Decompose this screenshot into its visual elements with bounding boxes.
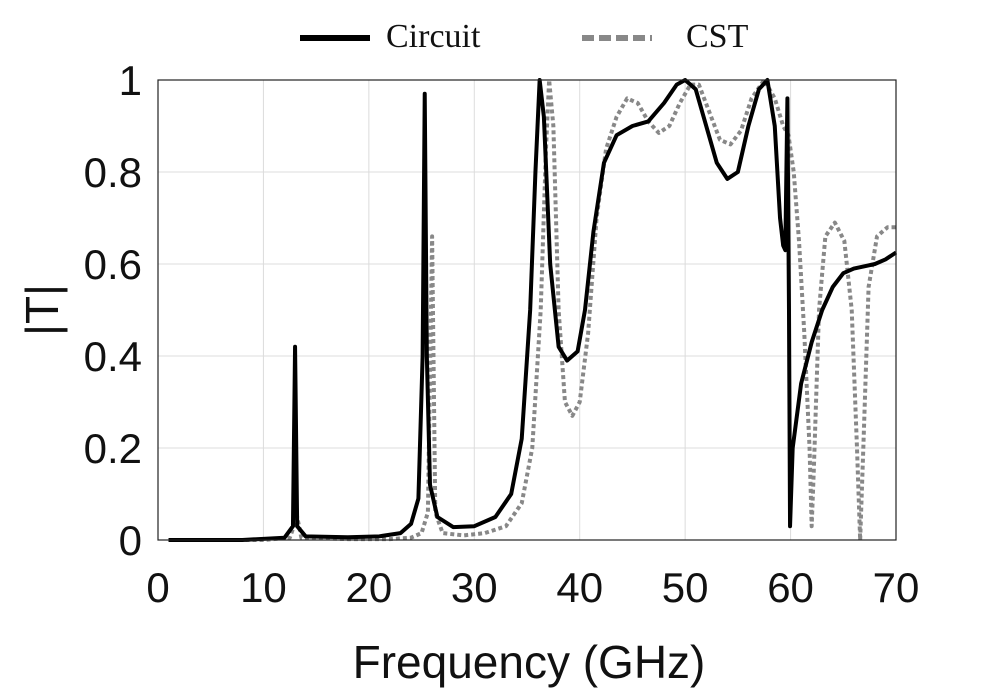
- x-tick-label: 50: [662, 564, 709, 611]
- x-tick-label: 0: [146, 564, 169, 611]
- y-tick-label: 0.2: [84, 425, 142, 472]
- legend-label-circuit: Circuit: [386, 18, 481, 55]
- x-tick-label: 30: [451, 564, 498, 611]
- y-axis-title: |T|: [16, 284, 68, 336]
- series-layer: [168, 78, 898, 542]
- y-tick-labels: 0 0.2 0.4 0.6 0.8 1: [84, 57, 142, 564]
- x-tick-label: 20: [345, 564, 392, 611]
- x-tick-label: 70: [873, 564, 920, 611]
- x-tick-label: 60: [767, 564, 814, 611]
- x-tick-label: 10: [240, 564, 287, 611]
- y-tick-label: 0.4: [84, 333, 142, 380]
- series-line-circuit: [168, 78, 898, 542]
- y-tick-label: 0.6: [84, 241, 142, 288]
- x-axis-title: Frequency (GHz): [353, 636, 706, 688]
- x-tick-labels: 0 10 20 30 40 50 60 70: [146, 564, 919, 611]
- legend-label-cst: CST: [686, 18, 749, 55]
- y-tick-label: 1: [119, 57, 142, 104]
- x-tick-label: 40: [556, 564, 603, 611]
- legend: Circuit CST: [300, 18, 749, 55]
- plot-frame: [157, 79, 897, 541]
- y-tick-label: 0: [119, 517, 142, 564]
- y-tick-label: 0.8: [84, 149, 142, 196]
